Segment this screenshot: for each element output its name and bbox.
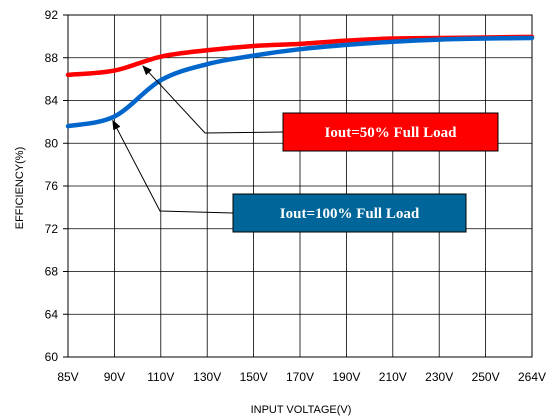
x-tick-label: 85V (57, 370, 78, 384)
x-tick-label: 230V (425, 370, 453, 384)
y-tick-label: 72 (45, 222, 59, 236)
y-tick-label: 88 (45, 51, 59, 65)
x-axis-title: INPUT VOLTAGE(V) (251, 404, 352, 416)
callout-leader-iout-100-full-load (112, 119, 234, 214)
x-tick-label: 90V (104, 370, 125, 384)
callout-leader-iout-50-full-load (142, 65, 284, 134)
y-tick-label: 60 (45, 350, 59, 364)
y-tick-label: 68 (45, 265, 59, 279)
x-tick-label: 250V (472, 370, 500, 384)
x-tick-label: 110V (147, 370, 174, 384)
callout-label-iout-100-full-load: Iout=100% Full Load (280, 206, 420, 222)
series-line-iout-100-full-load (65, 35, 535, 129)
y-axis-title: EFFICIENCY(%) (14, 147, 26, 230)
x-tick-label: 150V (240, 370, 268, 384)
x-tick-label: 210V (379, 370, 407, 384)
callout-box-iout-50-full-load (282, 112, 499, 152)
x-tick-label: 264V (518, 370, 546, 384)
callout-box-iout-100-full-load (232, 193, 467, 233)
y-tick-label: 76 (45, 179, 59, 193)
x-tick-label: 130V (193, 370, 221, 384)
y-tick-label: 92 (45, 8, 59, 22)
y-tick-label: 84 (45, 94, 59, 108)
x-tick-label: 170V (286, 370, 314, 384)
callout-label-iout-50-full-load: Iout=50% Full Load (325, 125, 458, 141)
y-tick-label: 80 (45, 136, 59, 150)
y-tick-label: 64 (45, 307, 59, 321)
x-tick-label: 190V (332, 370, 360, 384)
